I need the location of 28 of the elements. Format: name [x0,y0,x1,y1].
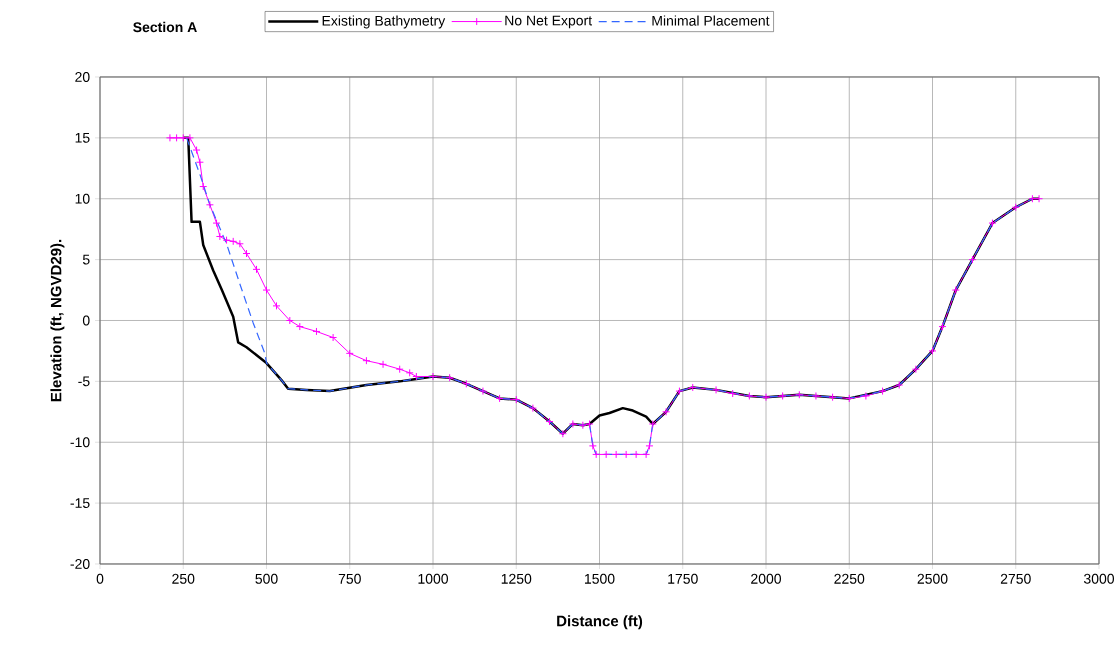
x-tick-label: 2750 [1000,573,1031,584]
x-axis-title: Distance (ft) [557,615,643,630]
y-tick-label: -5 [78,376,90,387]
y-tick-label: 20 [75,72,90,82]
x-tick-label: 0 [96,573,104,584]
x-tick-label: 2250 [834,573,865,584]
y-tick-label: 10 [75,193,90,204]
x-tick-label: 1250 [501,573,532,584]
x-tick-label: 1500 [584,573,615,584]
chart-title: Section A [133,21,197,33]
x-tick-label: 3000 [1083,573,1115,584]
y-axis-title: Elevation (ft, NGVD29). [50,239,65,402]
legend-label: Existing Bathymetry [322,15,446,29]
x-tick-label: 2000 [751,573,782,584]
x-tick-label: 750 [338,573,361,584]
x-tick-label: 1000 [418,573,449,584]
y-tick-label: 0 [82,315,90,326]
y-tick-label: -15 [70,498,90,508]
legend-label: No Net Export [505,15,592,29]
x-tick-label: 500 [255,573,278,584]
x-tick-label: 1750 [668,573,698,584]
x-tick-label: 2500 [917,573,948,584]
y-tick-label: -10 [70,437,90,448]
x-tick-label: 250 [172,573,195,584]
legend-label: Minimal Placement [652,15,770,26]
y-tick-label: -20 [70,559,90,569]
y-tick-label: 15 [75,132,90,143]
y-tick-label: 5 [82,254,90,265]
